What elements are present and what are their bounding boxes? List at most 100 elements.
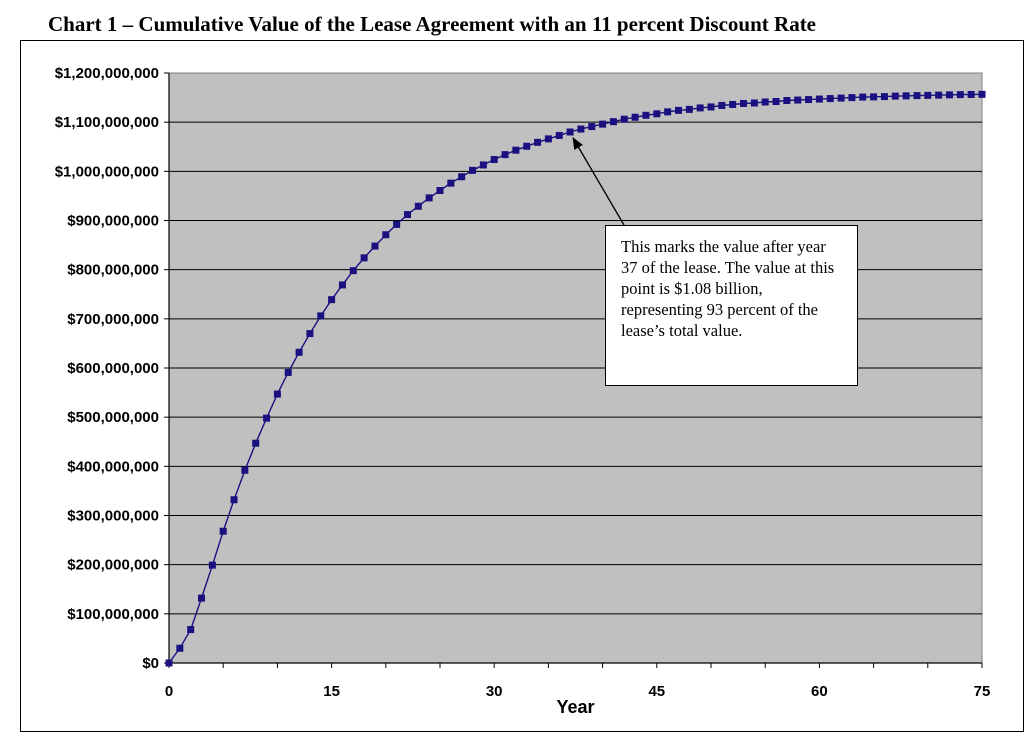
data-point [382, 231, 390, 239]
data-point [945, 91, 953, 99]
y-tick-label: $200,000,000 [67, 557, 159, 574]
data-point [935, 91, 943, 99]
data-point [815, 95, 823, 103]
data-point [772, 98, 780, 106]
data-point [740, 99, 748, 107]
data-point [685, 105, 693, 113]
data-point [273, 390, 281, 398]
data-point [674, 106, 682, 114]
data-point [458, 173, 466, 181]
x-tick-label: 60 [811, 683, 828, 700]
data-point [891, 92, 899, 100]
data-point [393, 220, 401, 228]
data-point [718, 101, 726, 109]
data-point [252, 439, 260, 447]
y-tick-label: $400,000,000 [67, 458, 159, 475]
data-point [566, 128, 574, 136]
data-point [707, 103, 715, 111]
data-point [165, 659, 173, 667]
data-point [837, 94, 845, 102]
data-point [620, 115, 628, 123]
data-point [371, 242, 379, 250]
x-tick-label: 45 [648, 683, 665, 700]
x-tick-label: 0 [165, 683, 173, 700]
y-tick-label: $700,000,000 [67, 311, 159, 328]
data-point [208, 561, 216, 569]
data-point [978, 90, 986, 98]
data-point [230, 496, 238, 504]
data-point [609, 118, 617, 126]
data-point [794, 96, 802, 104]
data-point [826, 95, 834, 103]
y-tick-label: $900,000,000 [67, 213, 159, 230]
data-point [631, 113, 639, 121]
data-point [902, 92, 910, 100]
x-tick-label: 15 [323, 683, 340, 700]
data-point [956, 91, 964, 99]
data-point [263, 414, 271, 422]
data-point [360, 254, 368, 262]
data-point [219, 527, 227, 535]
data-point [187, 626, 195, 634]
data-point [176, 644, 184, 652]
data-point [534, 138, 542, 146]
data-point [859, 93, 867, 101]
data-point [588, 123, 596, 131]
data-point [750, 99, 758, 107]
data-point [664, 108, 672, 116]
data-point [729, 100, 737, 108]
y-tick-label: $1,200,000,000 [55, 65, 159, 82]
data-point [544, 135, 552, 143]
x-tick-label: 30 [486, 683, 503, 700]
data-point [913, 92, 921, 100]
data-point [306, 330, 314, 338]
data-point [490, 156, 498, 164]
annotation-box: This marks the value after year 37 of th… [605, 225, 858, 386]
y-tick-label: $300,000,000 [67, 508, 159, 525]
chart-frame [20, 40, 1024, 732]
data-point [555, 131, 563, 139]
data-point [577, 125, 585, 133]
data-point [512, 146, 520, 154]
data-point [783, 97, 791, 105]
data-point [403, 211, 411, 219]
y-tick-label: $1,100,000,000 [55, 114, 159, 131]
data-point [967, 90, 975, 98]
data-point [848, 94, 856, 102]
series-line [168, 93, 983, 664]
data-point [414, 202, 422, 210]
chart-title: Chart 1 – Cumulative Value of the Lease … [48, 12, 817, 36]
data-point [653, 110, 661, 118]
data-point [241, 466, 249, 474]
x-axis-label: Year [556, 697, 594, 717]
data-point [523, 142, 531, 150]
data-point [761, 98, 769, 106]
data-point [880, 93, 888, 101]
annotation-text: This marks the value after year 37 of th… [621, 237, 835, 340]
data-point [924, 91, 932, 99]
y-tick-label: $1,000,000,000 [55, 163, 159, 180]
y-tick-label: $600,000,000 [67, 360, 159, 377]
data-point [349, 267, 357, 275]
y-tick-label: $0 [142, 655, 159, 672]
y-tick-label: $100,000,000 [67, 606, 159, 623]
x-tick-label: 75 [974, 683, 991, 700]
data-point [295, 348, 303, 356]
data-point [642, 111, 650, 119]
data-point [436, 187, 444, 195]
data-point [696, 104, 704, 112]
data-point [805, 96, 813, 104]
data-point [870, 93, 878, 101]
data-point [469, 166, 477, 174]
y-tick-label: $500,000,000 [67, 409, 159, 426]
data-point [338, 281, 346, 289]
data-point [198, 594, 206, 602]
data-point [447, 179, 455, 187]
data-point [328, 296, 336, 304]
data-point [599, 120, 607, 128]
data-point [284, 368, 292, 376]
data-point [479, 161, 487, 169]
data-point [501, 151, 509, 159]
data-point [317, 312, 325, 320]
